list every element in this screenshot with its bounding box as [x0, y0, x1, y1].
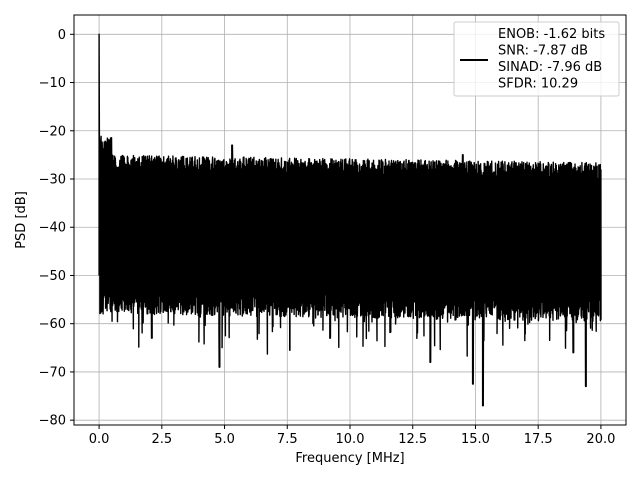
- y-axis-ticks: 0 −10 −20 −30 −40 −50 −60 −70 −80: [39, 28, 74, 429]
- y-tick-label: −80: [39, 414, 66, 429]
- x-axis-label: Frequency [MHz]: [295, 451, 404, 466]
- x-tick-label: 17.5: [524, 432, 553, 447]
- y-tick-label: −70: [39, 365, 66, 380]
- y-tick-label: −10: [39, 76, 66, 91]
- x-tick-label: 5.0: [214, 432, 235, 447]
- y-tick-label: −50: [39, 269, 66, 284]
- legend: ENOB: -1.62 bits SNR: -7.87 dB SINAD: -7…: [453, 21, 620, 97]
- y-axis-label: PSD [dB]: [14, 191, 29, 249]
- x-tick-label: 15.0: [461, 432, 490, 447]
- y-tick-label: −20: [39, 124, 66, 139]
- legend-line-enob: ENOB: -1.62 bits: [498, 27, 605, 42]
- x-tick-label: 7.5: [277, 432, 298, 447]
- x-axis-ticks: 0.0 2.5 5.0 7.5 10.0 12.5 15.0 17.5 20.0: [89, 425, 615, 447]
- y-tick-label: 0: [58, 28, 66, 43]
- legend-line-snr: SNR: -7.87 dB: [498, 44, 588, 59]
- y-tick-label: −30: [39, 173, 66, 188]
- y-tick-label: −40: [39, 221, 66, 236]
- legend-line-sinad: SINAD: -7.96 dB: [498, 60, 602, 75]
- legend-line-sfdr: SFDR: 10.29: [498, 77, 578, 92]
- psd-series-line: [98, 33, 602, 407]
- x-tick-label: 0.0: [89, 432, 110, 447]
- x-tick-label: 2.5: [151, 432, 172, 447]
- x-tick-label: 10.0: [336, 432, 365, 447]
- y-tick-label: −60: [39, 317, 66, 332]
- x-tick-label: 12.5: [398, 432, 427, 447]
- legend-box: [453, 21, 620, 97]
- psd-trace: [98, 33, 602, 407]
- x-tick-label: 20.0: [586, 432, 615, 447]
